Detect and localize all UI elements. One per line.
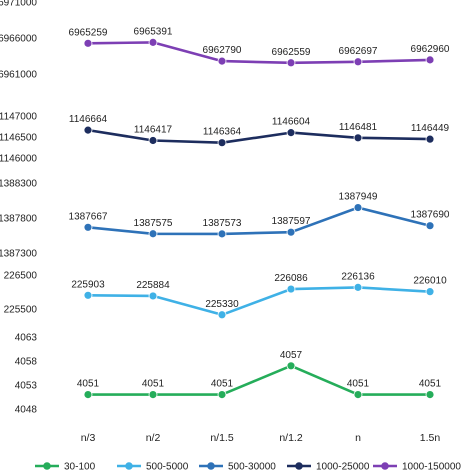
y-tick-label: 1146000 xyxy=(0,154,37,165)
legend-label: 30-100 xyxy=(64,462,96,473)
data-point xyxy=(286,128,296,138)
data-point xyxy=(217,56,227,66)
legend-marker xyxy=(207,462,215,470)
data-label: 4051 xyxy=(77,379,100,390)
x-tick-label: n/3 xyxy=(81,432,96,444)
data-label: 1146364 xyxy=(203,127,242,138)
y-tick-label: 6961000 xyxy=(0,70,37,81)
data-label: 1387667 xyxy=(69,211,108,222)
y-tick-label: 226500 xyxy=(4,271,38,282)
data-point xyxy=(286,284,296,294)
data-point xyxy=(217,229,227,239)
data-point xyxy=(148,37,158,47)
data-point xyxy=(353,390,363,400)
series-line-500-30000 xyxy=(87,206,431,236)
data-point xyxy=(353,203,363,212)
x-tick-label: n xyxy=(355,432,361,444)
data-point xyxy=(148,136,158,145)
data-point xyxy=(148,291,158,301)
data-point xyxy=(217,138,227,148)
data-label: 6965259 xyxy=(69,27,108,38)
data-point xyxy=(217,310,227,320)
y-tick-label: 4058 xyxy=(15,357,38,368)
data-point xyxy=(353,282,363,292)
x-tick-label: 1.5n xyxy=(420,432,441,444)
data-point xyxy=(217,390,227,400)
data-label: 1146481 xyxy=(339,122,378,133)
data-point xyxy=(148,229,158,239)
data-point xyxy=(83,390,93,400)
y-tick-label: 4048 xyxy=(15,405,38,416)
data-point xyxy=(83,222,93,232)
series-line-30-100 xyxy=(88,364,430,396)
data-point xyxy=(286,361,296,371)
data-label: 1146604 xyxy=(272,117,311,128)
data-label: 225903 xyxy=(71,279,105,290)
data-point xyxy=(425,55,435,65)
y-tick-label: 1388300 xyxy=(0,179,37,190)
data-point xyxy=(83,38,93,48)
data-point xyxy=(425,390,435,400)
legend-label: 500-30000 xyxy=(228,462,276,473)
data-label: 4051 xyxy=(211,379,234,390)
data-label: 4051 xyxy=(419,379,442,390)
data-label: 225330 xyxy=(205,299,239,310)
y-tick-label: 4063 xyxy=(15,333,38,344)
x-tick-label: n/1.5 xyxy=(210,432,234,444)
y-tick-label: 1146500 xyxy=(0,133,37,144)
y-tick-label: 225500 xyxy=(4,305,38,316)
data-point xyxy=(286,58,296,68)
data-label: 6962790 xyxy=(203,45,242,56)
y-tick-label: 6966000 xyxy=(0,34,37,45)
data-point xyxy=(83,125,93,135)
data-label: 1387597 xyxy=(272,216,311,227)
y-tick-label: 1147000 xyxy=(0,112,37,123)
legend-marker xyxy=(381,462,389,470)
data-label: 1387573 xyxy=(203,218,242,229)
data-label: 4051 xyxy=(142,379,165,390)
data-point xyxy=(353,133,363,143)
series-line-500-5000 xyxy=(87,286,431,317)
data-label: 226086 xyxy=(274,273,308,284)
data-label: 1146664 xyxy=(69,114,108,125)
data-label: 1387690 xyxy=(411,210,450,221)
data-label: 6962559 xyxy=(272,47,311,58)
data-point xyxy=(148,390,158,400)
data-label: 1146417 xyxy=(134,124,173,135)
legend-label: 1000-150000 xyxy=(402,462,461,473)
data-point xyxy=(353,57,363,67)
y-tick-label: 4053 xyxy=(15,381,38,392)
series-line-1000-150000 xyxy=(87,41,431,65)
legend-label: 1000-25000 xyxy=(316,462,370,473)
data-point xyxy=(286,227,296,237)
data-point xyxy=(425,287,435,297)
data-point xyxy=(83,290,93,300)
legend-marker xyxy=(43,462,51,470)
legend-marker xyxy=(295,462,303,470)
data-label: 226136 xyxy=(341,271,375,282)
legend-label: 500-5000 xyxy=(146,462,189,473)
data-label: 4057 xyxy=(280,350,303,361)
data-point xyxy=(425,134,435,144)
data-label: 6962960 xyxy=(411,44,450,55)
series-line-1000-25000 xyxy=(87,128,431,144)
data-label: 225884 xyxy=(136,280,170,291)
data-label: 226010 xyxy=(413,276,447,287)
data-label: 6965391 xyxy=(134,26,173,37)
x-tick-label: n/1.2 xyxy=(279,432,303,444)
data-point xyxy=(425,221,435,231)
data-label: 1387575 xyxy=(134,218,173,229)
data-label: 1387949 xyxy=(339,192,378,203)
x-tick-label: n/2 xyxy=(146,432,161,444)
legend-marker xyxy=(125,462,133,470)
y-tick-label: 1387300 xyxy=(0,249,37,260)
data-label: 1146449 xyxy=(411,123,450,134)
data-label: 4051 xyxy=(347,379,370,390)
y-tick-label: 6971000 xyxy=(0,0,37,9)
y-tick-label: 1387800 xyxy=(0,214,37,225)
data-label: 6962697 xyxy=(339,46,378,57)
